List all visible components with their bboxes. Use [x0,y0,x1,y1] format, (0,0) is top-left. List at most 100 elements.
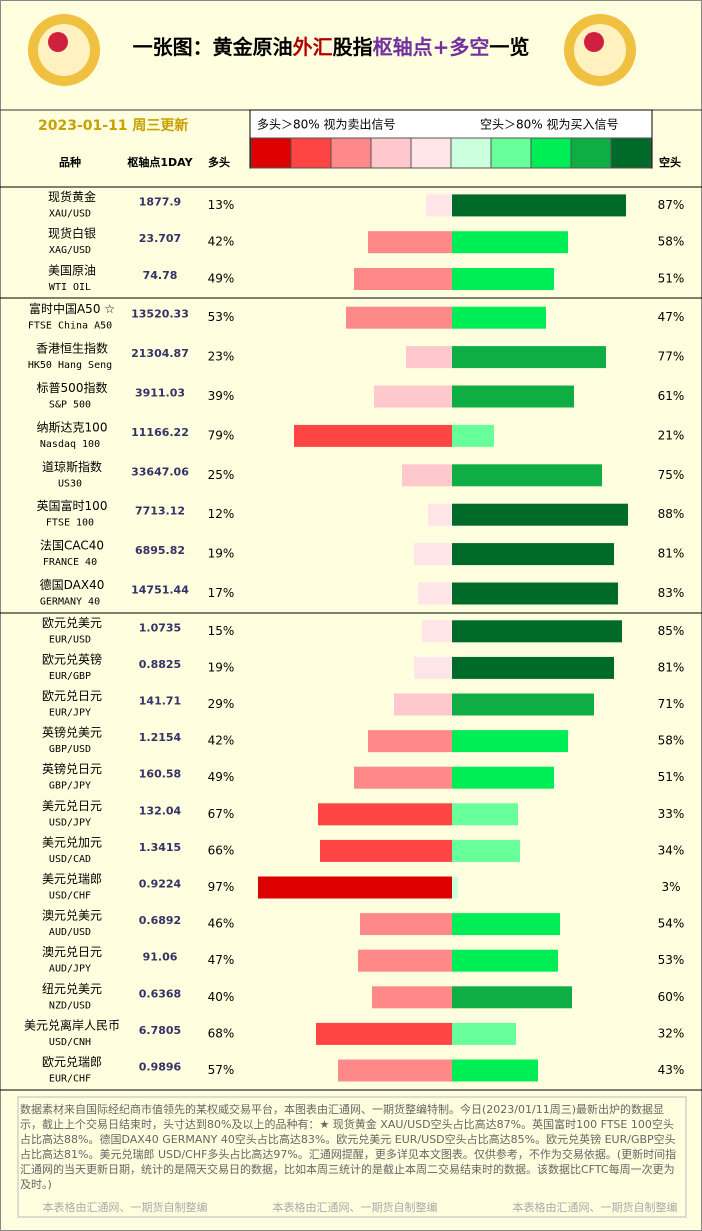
watermark: 本表格由汇通网、一期货自制整编 [43,1200,208,1214]
logo [564,14,636,86]
short-bar [452,346,606,369]
name: 现货白银 [48,226,96,241]
title-part: 一张图：黄金原油 [133,35,293,59]
long-label: 17% [208,586,235,600]
code: FRANCE 40 [43,557,97,568]
footer-box [17,1096,687,1218]
pivot: 7713.12 [135,505,185,518]
pivot: 1.3415 [139,841,181,854]
long-bar [294,424,452,447]
code: EUR/USD [49,634,91,645]
short-bar [452,194,626,217]
short-bar [452,385,574,408]
column-header: 枢轴点1DAY [127,155,193,169]
name: 澳元兑美元 [42,909,102,923]
short-bar [452,766,554,789]
short-label: 53% [658,953,685,967]
short-label: 85% [658,624,685,638]
short-bar [452,693,594,716]
legend-swatch [490,137,532,169]
pivot: 0.9896 [139,1061,182,1074]
name: 美元兑瑞郎 [42,872,102,886]
pivot: 23.707 [139,232,181,245]
long-bar [258,876,452,899]
name: 英镑兑日元 [42,761,102,776]
long-label: 68% [208,1026,235,1040]
pivot: 6895.82 [135,544,185,557]
pivot: 74.78 [143,269,178,282]
code: FTSE 100 [46,518,94,529]
long-bar [414,543,452,566]
long-bar [320,839,452,862]
footer-text: 数据素材来自国际经纪商市值领先的某权威交易平台，本图表由汇通网、一期货整编特制。… [20,1103,677,1191]
short-bar [452,656,614,679]
short-bar [452,231,568,254]
pivot: 160.58 [139,768,181,781]
name: 美国原油 [48,264,96,278]
short-bar [452,268,554,290]
long-bar [358,949,452,972]
code: AUD/USD [49,927,91,938]
name: 德国DAX40 [40,577,105,592]
long-label: 66% [208,843,235,857]
pivot: 0.8825 [139,658,181,671]
long-label: 39% [208,389,235,403]
pivot: 1877.9 [139,195,181,208]
legend-swatch [370,137,412,169]
code: XAU/USD [49,208,91,219]
long-bar [406,346,452,369]
code: EUR/JPY [49,708,91,719]
code: AUD/JPY [49,964,91,975]
short-label: 61% [658,389,685,403]
long-label: 97% [208,880,235,894]
name: 富时中国A50 ☆ [29,301,115,316]
code: USD/CAD [49,854,91,865]
short-bar [452,1022,516,1045]
long-bar [354,766,452,789]
short-label: 33% [658,807,685,821]
watermark: 本表格由汇通网、一期货自制整编 [273,1200,438,1214]
long-label: 15% [208,624,235,638]
title-part: 一览 [489,35,529,59]
long-bar [318,803,452,826]
long-bar [414,656,452,679]
code: USD/CNH [49,1037,91,1048]
pivot: 6.7805 [139,1024,181,1037]
short-label: 58% [658,235,685,249]
short-bar [452,306,546,329]
long-label: 12% [208,507,235,521]
long-label: 19% [208,547,235,561]
short-bar [452,620,622,643]
short-label: 34% [658,843,685,857]
short-bar [452,730,568,753]
short-bar [452,913,560,936]
pivot: 14751.44 [131,584,189,597]
short-bar [452,949,558,972]
short-label: 81% [658,660,685,674]
pivot: 3911.03 [135,387,185,400]
long-bar [402,464,452,487]
legend-swatch [290,137,332,169]
short-label: 51% [658,272,685,286]
long-label: 19% [208,660,235,674]
short-bar [452,803,518,826]
code: EUR/CHF [49,1074,91,1085]
long-bar [346,306,452,329]
short-label: 83% [658,586,685,600]
code: GBP/USD [49,744,91,755]
code: USD/CHF [49,891,91,902]
name: 欧元兑日元 [42,689,102,703]
short-label: 47% [658,310,685,324]
legend-swatch [530,137,572,169]
long-bar [394,693,452,716]
name: 英镑兑美元 [42,725,102,740]
code: USD/JPY [49,817,91,828]
pivot: 0.9224 [139,878,182,891]
column-header: 多头 [208,155,230,169]
code: GERMANY 40 [40,597,100,608]
short-label: 60% [658,990,685,1004]
name: 欧元兑英镑 [42,651,102,666]
date: 2023-01-11 周三更新 [38,117,188,134]
long-bar [422,620,452,643]
